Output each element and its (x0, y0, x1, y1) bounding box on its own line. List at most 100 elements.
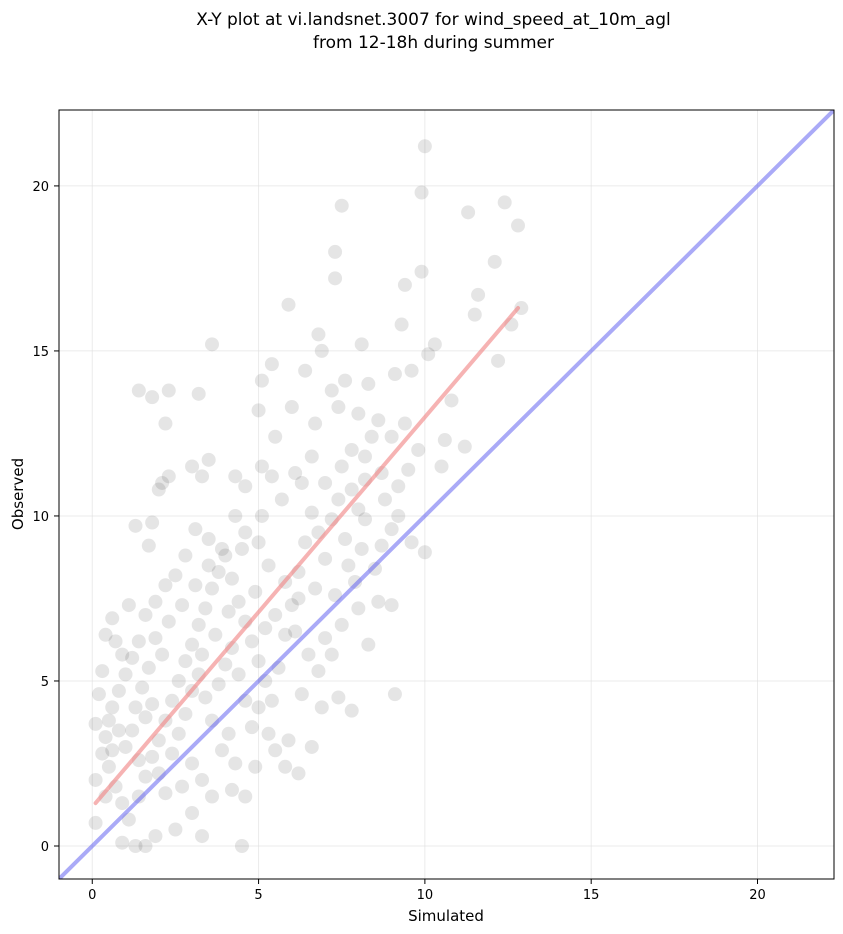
data-point (175, 598, 190, 613)
data-point (118, 739, 133, 754)
data-point (414, 185, 429, 200)
data-point (371, 594, 386, 609)
data-point (261, 558, 276, 573)
data-point (394, 317, 409, 332)
data-point (258, 621, 273, 636)
y-tick-label: 20 (32, 180, 49, 195)
data-point (334, 459, 349, 474)
data-point (491, 353, 506, 368)
data-point (211, 565, 226, 580)
data-point (228, 508, 243, 523)
data-point (284, 400, 299, 415)
data-point (185, 459, 200, 474)
data-point (351, 502, 366, 517)
data-point (371, 413, 386, 428)
data-point (311, 664, 326, 679)
data-point (251, 654, 266, 669)
data-point (278, 759, 293, 774)
data-point (471, 287, 486, 302)
data-point (205, 581, 220, 596)
data-point (185, 756, 200, 771)
data-point (161, 383, 176, 398)
data-point (334, 617, 349, 632)
data-point (301, 647, 316, 662)
y-tick-label: 10 (32, 510, 49, 525)
data-point (165, 693, 180, 708)
data-point (384, 522, 399, 537)
data-point (354, 337, 369, 352)
data-point (414, 264, 429, 279)
data-point (238, 789, 253, 804)
data-point (434, 459, 449, 474)
data-point (334, 198, 349, 213)
data-point (387, 687, 402, 702)
data-point (254, 459, 269, 474)
data-point (111, 723, 126, 738)
data-point (367, 561, 382, 576)
data-point (461, 205, 476, 220)
data-point (377, 492, 392, 507)
data-point (248, 759, 263, 774)
data-point (254, 373, 269, 388)
data-point (348, 574, 363, 589)
data-point (214, 743, 229, 758)
data-point (125, 723, 140, 738)
data-point (148, 594, 163, 609)
data-point (397, 416, 412, 431)
data-point (95, 664, 110, 679)
data-point (171, 673, 186, 688)
data-point (95, 746, 110, 761)
data-point (278, 627, 293, 642)
data-point (168, 822, 183, 837)
data-point (404, 363, 419, 378)
data-point (185, 637, 200, 652)
data-point (261, 726, 276, 741)
data-point (231, 594, 246, 609)
data-point (288, 624, 303, 639)
fit-line (93, 306, 521, 806)
data-point (318, 631, 333, 646)
data-point (387, 367, 402, 382)
data-point (205, 337, 220, 352)
data-point (158, 786, 173, 801)
data-point (211, 677, 226, 692)
data-point (254, 508, 269, 523)
y-axis-ticks: 0 5 10 15 20 (32, 180, 59, 855)
y-tick-label: 15 (32, 345, 49, 360)
data-point (178, 548, 193, 563)
data-point (404, 535, 419, 550)
data-point (98, 730, 113, 745)
data-point (344, 482, 359, 497)
data-point (304, 739, 319, 754)
data-point (298, 535, 313, 550)
data-point (421, 347, 436, 362)
data-point (105, 700, 120, 715)
data-point (131, 383, 146, 398)
data-point (351, 406, 366, 421)
data-point (281, 733, 296, 748)
data-point (185, 805, 200, 820)
data-point (291, 766, 306, 781)
data-point (514, 301, 529, 316)
x-tick-label: 5 (254, 888, 262, 903)
data-point (251, 403, 266, 418)
data-point (361, 376, 376, 391)
data-point (98, 627, 113, 642)
data-point (148, 631, 163, 646)
reference-lines (59, 110, 834, 879)
data-point (88, 772, 103, 787)
x-tick-label: 15 (583, 888, 600, 903)
data-point (294, 687, 309, 702)
data-point (88, 716, 103, 731)
data-point (331, 400, 346, 415)
data-point (244, 634, 259, 649)
data-point (351, 601, 366, 616)
data-point (214, 541, 229, 556)
data-point (131, 789, 146, 804)
data-point (288, 466, 303, 481)
data-points (88, 139, 529, 853)
data-point (195, 647, 210, 662)
data-point (178, 706, 193, 721)
data-point (268, 607, 283, 622)
